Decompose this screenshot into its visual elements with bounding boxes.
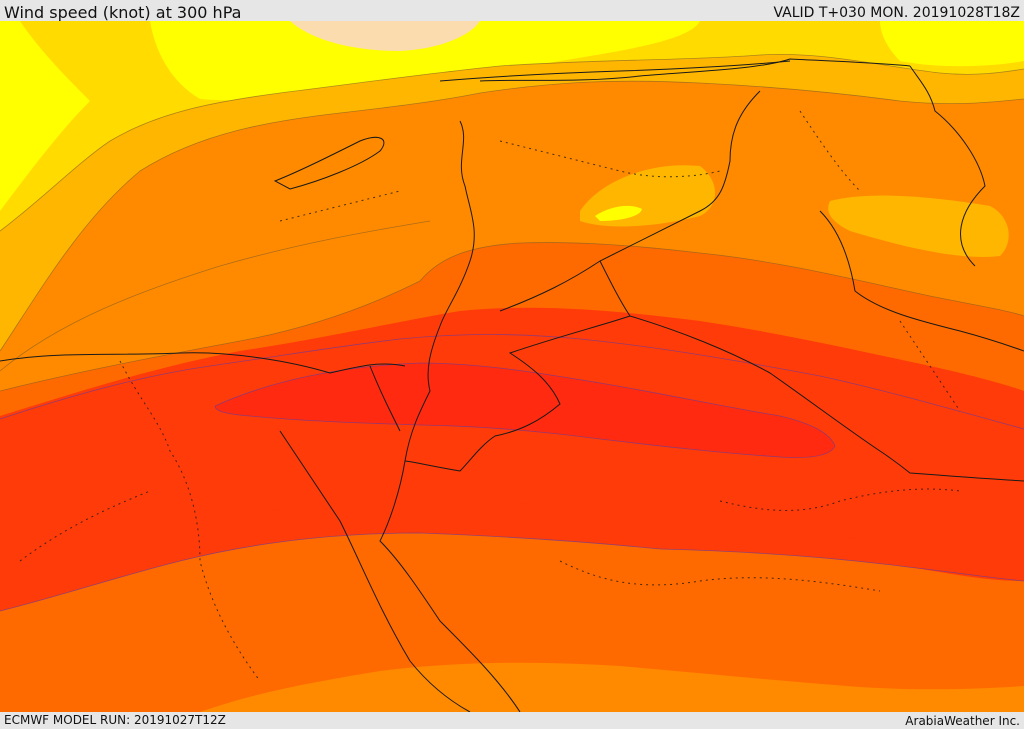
band-yellow-left-area xyxy=(0,21,90,211)
band-dark-orange-south xyxy=(0,543,1024,712)
coastlines xyxy=(0,60,1024,712)
wind-speed-map xyxy=(0,21,1024,712)
map-title: Wind speed (knot) at 300 hPa xyxy=(4,3,242,22)
isotach-contours-light xyxy=(0,53,1024,392)
band-amber-island-ne xyxy=(828,195,1009,257)
isotach-contours xyxy=(0,334,1024,612)
band-orange-south xyxy=(200,662,1024,712)
model-run: ECMWF MODEL RUN: 20191027T12Z xyxy=(4,713,226,727)
province-borders xyxy=(19,110,961,682)
footer-bar: ECMWF MODEL RUN: 20191027T12Z ArabiaWeat… xyxy=(0,712,1024,729)
provider-credit: ArabiaWeather Inc. xyxy=(905,714,1020,728)
band-jet-core-area xyxy=(215,363,835,458)
band-yellow-island xyxy=(595,205,642,221)
band-lightest-area xyxy=(290,21,480,51)
country-borders xyxy=(369,58,1024,482)
valid-time: VALID T+030 MON. 20191028T18Z xyxy=(773,5,1020,21)
map-svg xyxy=(0,21,1024,712)
header-bar: Wind speed (knot) at 300 hPa VALID T+030… xyxy=(0,0,1024,22)
